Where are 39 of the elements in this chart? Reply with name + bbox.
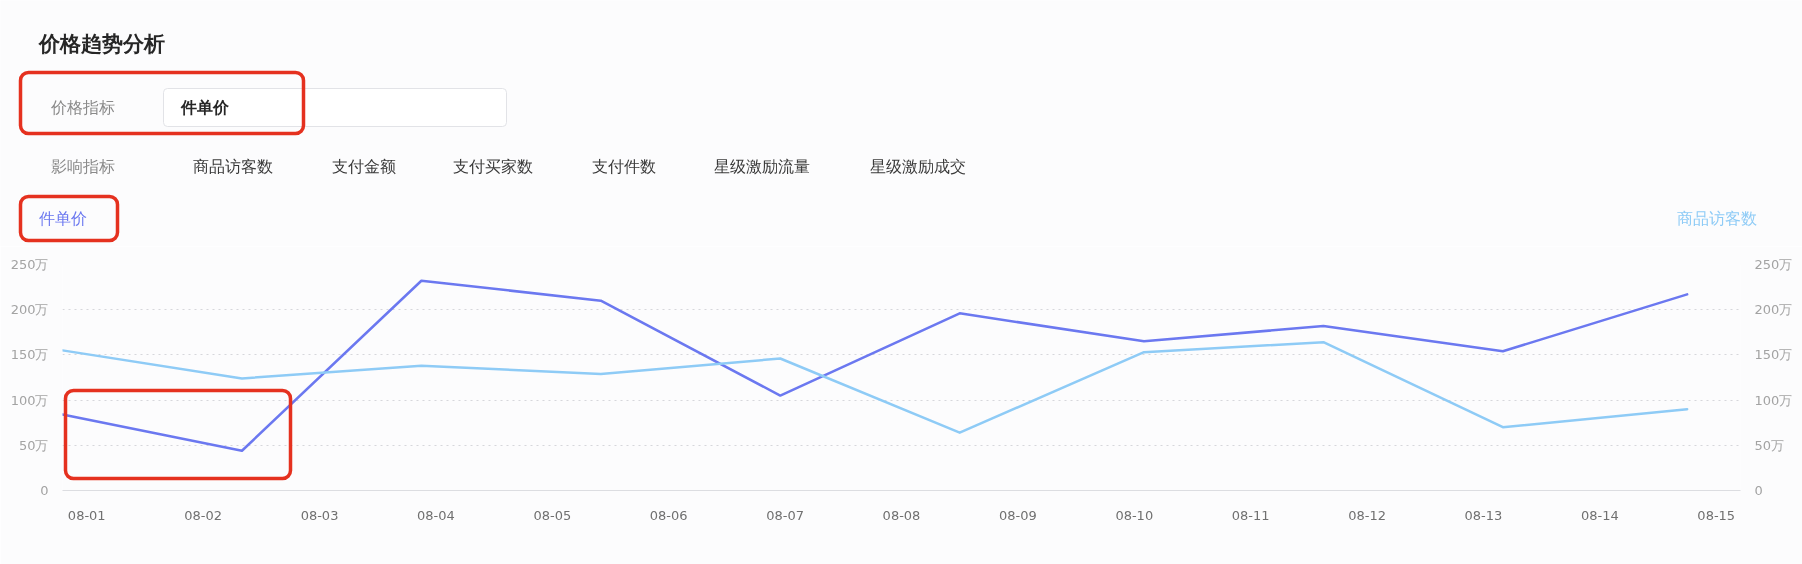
x-tick-label: 08-01 [67,507,106,523]
x-tick-label: 08-03 [300,507,339,523]
x-tick-label: 08-05 [533,507,572,523]
y2-tick-label: 0 [1754,483,1763,498]
x-tick-label: 08-08 [882,507,921,523]
y-tick-label: 200万 [10,302,49,318]
text: 星级激励成交 [870,157,967,176]
text: 商品访客数 [192,157,273,176]
x-tick-label: 08-13 [1464,507,1503,523]
y-axis-title: 件单价 [38,209,87,228]
x-tick-label: 08-12 [1348,507,1386,523]
x-tick-label: 08-10 [1115,507,1154,523]
text: 星级激励流量 [714,157,811,176]
x-tick-label: 08-09 [999,507,1037,523]
text: 影响指标 [50,157,115,176]
x-tick-label: 08-11 [1231,507,1270,523]
y-tick-label: 250万 [10,257,49,272]
text: 支付买家数 [453,157,534,176]
chart-title: 价格趋势分析 [37,31,165,56]
y2-tick-label: 50万 [1754,437,1785,453]
text: 支付件数 [592,157,657,176]
y2-tick-label: 250万 [1754,257,1793,272]
y-tick-label: 0 [40,483,49,498]
text: 价格指标 [49,98,115,117]
text: 件单价 [179,98,230,117]
x-tick-label: 08-06 [649,507,688,523]
y-tick-label: 150万 [10,347,49,363]
text: 支付金额 [331,157,396,176]
y-tick-label: 50万 [18,437,49,453]
y-tick-label: 100万 [10,392,49,408]
y2-axis-title: 商品访客数 [1676,209,1757,228]
x-tick-label: 08-02 [184,507,223,523]
y2-tick-label: 150万 [1754,347,1793,363]
x-tick-label: 08-04 [417,507,455,523]
y2-tick-label: 200万 [1754,302,1793,318]
x-tick-label: 08-14 [1580,507,1619,523]
x-tick-label: 08-07 [766,507,804,523]
y2-tick-label: 100万 [1754,392,1793,408]
x-tick-label: 08-15 [1697,507,1736,523]
